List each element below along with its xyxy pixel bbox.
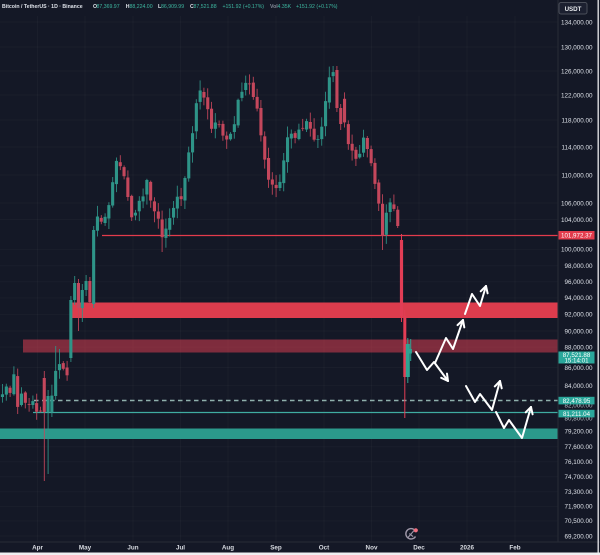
- svg-text:H: H: [126, 4, 130, 10]
- svg-text:+151.92 (+0.17%): +151.92 (+0.17%): [223, 4, 265, 10]
- svg-text:May: May: [79, 545, 92, 552]
- svg-text:USDT: USDT: [565, 6, 582, 13]
- svg-text:106,000.00: 106,000.00: [561, 200, 593, 207]
- svg-text:118,000.00: 118,000.00: [561, 117, 593, 124]
- svg-text:126,000.00: 126,000.00: [561, 68, 593, 75]
- svg-text:Bitcoin / TetherUS · 1D · Bina: Bitcoin / TetherUS · 1D · Binance: [2, 4, 83, 10]
- svg-text:73,300.00: 73,300.00: [564, 489, 593, 496]
- svg-text:86,000.00: 86,000.00: [564, 365, 593, 372]
- svg-text:Sep: Sep: [270, 545, 282, 552]
- svg-text:100,000.00: 100,000.00: [561, 247, 593, 254]
- svg-text:71,900.00: 71,900.00: [564, 504, 593, 511]
- svg-text:114,000.00: 114,000.00: [561, 144, 593, 151]
- svg-text:79,200.00: 79,200.00: [564, 429, 593, 436]
- svg-text:98,000.00: 98,000.00: [564, 263, 593, 270]
- svg-text:70,500.00: 70,500.00: [564, 518, 593, 525]
- svg-text:Jun: Jun: [127, 545, 138, 552]
- svg-text:Feb: Feb: [509, 545, 520, 552]
- svg-text:92,000.00: 92,000.00: [564, 312, 593, 319]
- svg-text:82,000.00: 82,000.00: [564, 402, 593, 409]
- svg-text:C: C: [190, 4, 194, 10]
- svg-text:Oct: Oct: [319, 545, 330, 552]
- svg-text:87,369.97: 87,369.97: [97, 4, 120, 10]
- svg-text:88,224.00: 88,224.00: [130, 4, 153, 10]
- svg-text:+151.92 (+0.17%): +151.92 (+0.17%): [296, 4, 338, 10]
- svg-text:84,000.00: 84,000.00: [564, 383, 593, 390]
- svg-text:Dec: Dec: [413, 545, 425, 552]
- svg-text:86,909.99: 86,909.99: [161, 4, 184, 10]
- svg-text:88,000.00: 88,000.00: [564, 344, 593, 351]
- svg-text:O: O: [93, 4, 97, 10]
- svg-text:4.35K: 4.35K: [278, 4, 292, 10]
- svg-text:87,521.88: 87,521.88: [194, 4, 217, 10]
- svg-text:74,700.00: 74,700.00: [564, 474, 593, 481]
- svg-text:130,000.00: 130,000.00: [561, 44, 593, 51]
- svg-text:122,000.00: 122,000.00: [561, 92, 593, 99]
- svg-text:104,000.00: 104,000.00: [561, 217, 593, 224]
- svg-text:90,000.00: 90,000.00: [564, 328, 593, 335]
- svg-text:80,800.00: 80,800.00: [564, 415, 593, 422]
- svg-text:110,000.00: 110,000.00: [561, 172, 593, 179]
- svg-text:69,200.00: 69,200.00: [564, 533, 593, 540]
- svg-text:96,000.00: 96,000.00: [564, 279, 593, 286]
- svg-text:15:14:01: 15:14:01: [564, 358, 589, 365]
- svg-text:81,211.04: 81,211.04: [563, 411, 591, 418]
- svg-text:94,000.00: 94,000.00: [564, 295, 593, 302]
- svg-text:82,478.95: 82,478.95: [563, 398, 591, 405]
- svg-text:77,600.00: 77,600.00: [564, 444, 593, 451]
- svg-text:L: L: [158, 4, 162, 10]
- svg-text:Nov: Nov: [366, 545, 378, 552]
- svg-text:76,100.00: 76,100.00: [564, 459, 593, 466]
- svg-text:Apr: Apr: [32, 545, 43, 552]
- svg-text:101,972.37: 101,972.37: [561, 233, 593, 240]
- svg-text:87,521.88: 87,521.88: [563, 352, 591, 359]
- svg-text:2026: 2026: [460, 545, 475, 552]
- svg-text:Aug: Aug: [222, 545, 234, 552]
- svg-text:134,000.00: 134,000.00: [561, 19, 593, 26]
- svg-text:Jul: Jul: [176, 545, 185, 552]
- svg-text:Vol: Vol: [270, 4, 278, 10]
